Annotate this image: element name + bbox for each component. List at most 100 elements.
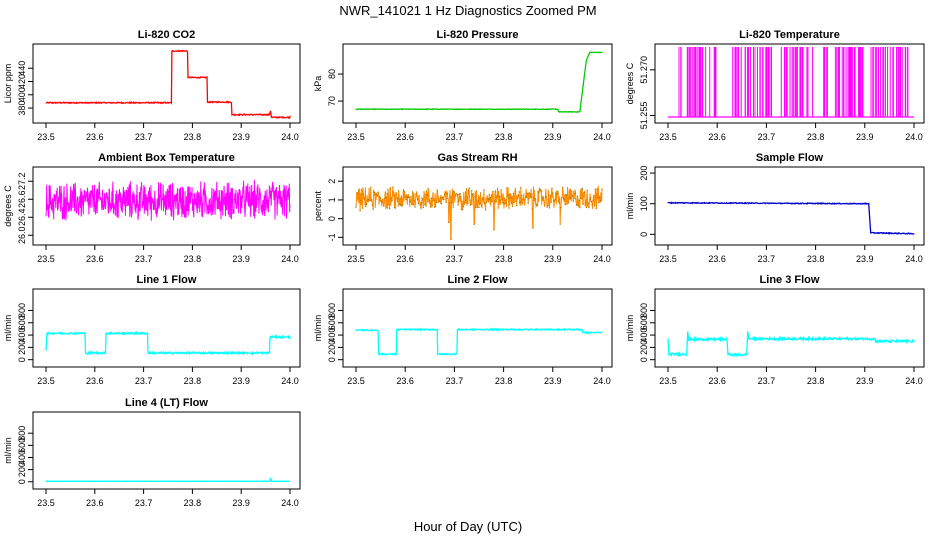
series-dot bbox=[516, 198, 519, 200]
panel-frame bbox=[32, 411, 301, 490]
series-dot bbox=[507, 197, 510, 200]
x-tick-label: 23.6 bbox=[86, 498, 104, 508]
series-dot bbox=[377, 191, 379, 194]
series-dot bbox=[588, 207, 590, 209]
series-dot bbox=[515, 200, 517, 203]
x-tick-label: 23.9 bbox=[232, 254, 250, 264]
panel-5: Sample Flow ml/min 23.5 23.6 23.7 23.8 23.9 24.… bbox=[625, 152, 925, 264]
series-dot bbox=[568, 197, 570, 199]
y-tick-label: 0 bbox=[327, 357, 337, 362]
series-dot bbox=[523, 199, 525, 201]
series-dot bbox=[402, 204, 404, 206]
series-dot bbox=[476, 206, 479, 209]
series-dot bbox=[449, 196, 451, 198]
series-dot bbox=[464, 201, 466, 204]
series-dot bbox=[572, 200, 574, 202]
series-dot bbox=[365, 205, 367, 208]
series-dot bbox=[478, 206, 480, 209]
series-dot bbox=[554, 199, 556, 201]
series-dot bbox=[425, 190, 428, 192]
series-dot bbox=[579, 206, 581, 209]
y-tick-label: 800 bbox=[17, 303, 27, 318]
series-dot bbox=[543, 205, 546, 207]
series-dot bbox=[422, 206, 424, 209]
series-dot bbox=[546, 206, 548, 208]
series-dot bbox=[520, 194, 523, 197]
series-dot bbox=[432, 192, 434, 194]
y-tick-label: 80 bbox=[327, 69, 337, 79]
series-dot bbox=[434, 206, 436, 208]
series-dot bbox=[598, 196, 601, 199]
y-tick-label: 2 bbox=[327, 179, 337, 184]
x-tick-label: 23.6 bbox=[708, 376, 726, 386]
x-tick-label: 23.9 bbox=[856, 132, 874, 142]
series-dot bbox=[581, 187, 584, 190]
series-dot bbox=[370, 199, 373, 201]
x-tick-label: 23.9 bbox=[856, 254, 874, 264]
series-dot bbox=[473, 223, 475, 225]
series-dot bbox=[469, 199, 471, 202]
series-dot bbox=[456, 194, 459, 196]
series-dot bbox=[427, 188, 429, 190]
series-dot bbox=[418, 195, 420, 197]
series-dot bbox=[596, 188, 598, 190]
x-tick-label: 24.0 bbox=[905, 132, 923, 142]
x-tick-label: 23.6 bbox=[86, 132, 104, 142]
x-tick-label: 23.8 bbox=[184, 498, 202, 508]
series-dot bbox=[465, 199, 467, 201]
series-dot bbox=[436, 189, 438, 191]
series-dot bbox=[506, 187, 508, 189]
series-dot bbox=[421, 197, 424, 200]
y-tick-label: 800 bbox=[327, 303, 337, 318]
series-dot bbox=[372, 208, 374, 210]
y-tick-label: 800 bbox=[639, 303, 649, 318]
series-dot bbox=[417, 202, 420, 205]
series-dot bbox=[518, 191, 520, 193]
y-tick-label: 600 bbox=[17, 315, 27, 330]
panel-frame bbox=[32, 166, 301, 246]
series-dot bbox=[367, 198, 369, 201]
series-dot bbox=[525, 195, 527, 198]
panel-7: Line 2 Flow ml/min 23.5 23.6 23.7 23.8 23.9 24.… bbox=[313, 274, 613, 386]
series-dot bbox=[380, 200, 383, 202]
x-tick-label: 23.8 bbox=[807, 254, 825, 264]
y-tick-label: 200 bbox=[639, 166, 649, 181]
series-dot bbox=[524, 201, 526, 204]
x-tick-label: 23.8 bbox=[807, 132, 825, 142]
y-tick-label: 200 bbox=[17, 462, 27, 477]
panel-ylabel: Licor ppm bbox=[3, 64, 13, 104]
y-tick-label: 400 bbox=[17, 328, 27, 343]
panel-title: Li-820 CO2 bbox=[138, 29, 195, 41]
x-tick-label: 24.0 bbox=[593, 132, 611, 142]
series-dot bbox=[542, 197, 544, 199]
figure-xlabel: Hour of Day (UTC) bbox=[414, 519, 522, 534]
panel-ylabel: ml/min bbox=[625, 315, 635, 342]
series-dot bbox=[559, 223, 561, 225]
x-tick-label: 23.9 bbox=[856, 376, 874, 386]
series-dot bbox=[593, 194, 595, 197]
series-dot bbox=[475, 207, 477, 209]
series-dot bbox=[564, 203, 566, 206]
series-dot bbox=[452, 193, 454, 196]
series-dot bbox=[540, 190, 543, 192]
series-dot bbox=[410, 195, 412, 198]
y-tick-label: 400 bbox=[327, 328, 337, 343]
series-dot bbox=[498, 195, 501, 198]
series-dot bbox=[493, 229, 495, 231]
series-dot bbox=[580, 188, 583, 191]
series-dot bbox=[532, 227, 534, 229]
panel-9: Line 4 (LT) Flow ml/min 23.5 23.6 23.7 23.8 23… bbox=[3, 397, 301, 508]
y-tick-label: 100 bbox=[639, 196, 649, 211]
series-dot bbox=[356, 192, 359, 195]
x-tick-label: 23.6 bbox=[86, 254, 104, 264]
series-dot bbox=[513, 201, 515, 204]
series-dot bbox=[529, 195, 532, 198]
y-tick-label: 400 bbox=[639, 328, 649, 343]
series-dot bbox=[470, 190, 473, 192]
series-dot bbox=[390, 197, 392, 200]
series-dot bbox=[463, 203, 465, 206]
panel-4: Gas Stream RH percent 23.5 23.6 23.7 23.8 23.9… bbox=[313, 152, 613, 264]
series-dot bbox=[590, 200, 593, 203]
series-dot bbox=[494, 190, 497, 192]
series-dot bbox=[593, 205, 596, 207]
